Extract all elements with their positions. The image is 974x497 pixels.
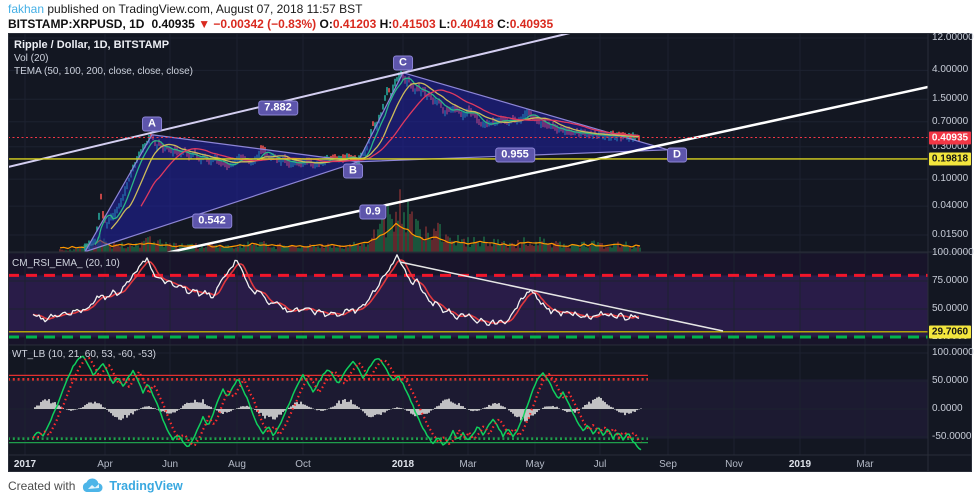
price-tick-label: 0.10000: [932, 173, 969, 185]
symbol-title: Ripple / Dollar, 1D, BITSTAMP: [14, 39, 170, 51]
price-tick-label: 0.70000: [932, 115, 969, 127]
pattern-label-chip: C: [393, 55, 413, 71]
rsi-value-tag: 29.7060: [929, 325, 971, 339]
down-triangle-icon: ▼: [198, 17, 211, 31]
volume-indicator-label: Vol (20): [14, 53, 49, 64]
created-with-text: Created with: [8, 478, 76, 493]
tradingview-cloud-icon: [83, 478, 103, 493]
pattern-label-chip: A: [142, 116, 162, 132]
time-label: Mar: [459, 459, 477, 470]
pattern-label-chip: D: [667, 147, 687, 163]
time-label: 2017: [13, 459, 37, 470]
tradingview-brand-link[interactable]: TradingView: [109, 478, 183, 493]
open-label: O:: [319, 17, 333, 31]
wt-tick-label: 100.0000: [932, 347, 974, 358]
time-label: Oct: [295, 459, 311, 470]
wt-tick-label: 0.0000: [932, 403, 963, 414]
price-tick-label: 1.50000: [932, 93, 969, 105]
time-label: 2019: [788, 459, 812, 470]
level-price-tag: 0.19818: [929, 152, 971, 166]
pattern-label-chip: 7.882: [258, 100, 298, 116]
time-label: 2018: [391, 459, 415, 470]
close-label: C:: [497, 17, 510, 31]
publish-line: fakhan published on TradingView.com, Aug…: [8, 2, 362, 16]
symbol-info-bar: BITSTAMP:XRPUSD, 1D 0.40935 ▼ −0.00342 (−…: [8, 17, 553, 31]
time-label: Sep: [659, 459, 677, 470]
high-label: H:: [379, 17, 393, 31]
time-label: Aug: [228, 459, 246, 470]
wt-pane-title: WT_LB (10, 21, 60, 53, -60, -53): [12, 349, 156, 360]
low-value: 0.40418: [450, 17, 494, 31]
rsi-pane-title: CM_RSI_EMA_ (20, 10): [12, 258, 120, 269]
price-tick-label: 12.00000: [932, 32, 974, 43]
time-label: Nov: [725, 459, 743, 470]
time-label: Apr: [97, 459, 113, 470]
wt-tick-label: -50.0000: [932, 431, 972, 442]
pattern-label-chip: 0.542: [192, 213, 232, 229]
rsi-tick-label: 75.0000: [932, 275, 969, 286]
pattern-label-chip: 0.9: [359, 204, 387, 220]
time-label: May: [525, 459, 545, 470]
publish-text: published on TradingView.com, August 07,…: [44, 2, 363, 16]
price-tick-label: 4.00000: [932, 64, 969, 76]
price-change: −0.00342 (−0.83%): [213, 17, 317, 31]
low-label: L:: [439, 17, 451, 31]
footer: Created with TradingView: [8, 478, 183, 493]
author-link[interactable]: fakhan: [8, 2, 45, 16]
high-value: 0.41503: [392, 17, 436, 31]
symbol-name: BITSTAMP:XRPUSD, 1D: [8, 17, 145, 31]
time-label: Jun: [161, 459, 179, 470]
tema-indicator-label: TEMA (50, 100, 200, close, close, close): [14, 66, 193, 77]
rsi-tick-label: 50.0000: [932, 303, 969, 314]
time-label: Mar: [856, 459, 874, 470]
pattern-label-chip: 0.955: [495, 147, 535, 163]
time-label: Jul: [593, 459, 607, 470]
price-tick-label: 0.01500: [932, 228, 969, 240]
open-value: 0.41203: [332, 17, 377, 31]
price-tick-label: 0.04000: [932, 200, 969, 212]
chart-region[interactable]: [8, 33, 972, 472]
pattern-label-chip: B: [343, 163, 363, 179]
last-price: 0.40935: [151, 17, 195, 31]
main-legend: Ripple / Dollar, 1D, BITSTAMP Vol (20) T…: [14, 38, 193, 78]
last-price-tag: 0.40935: [929, 131, 971, 145]
wt-tick-label: 50.0000: [932, 375, 969, 386]
rsi-tick-label: 100.0000: [932, 247, 974, 258]
close-value: 0.40935: [509, 17, 554, 31]
